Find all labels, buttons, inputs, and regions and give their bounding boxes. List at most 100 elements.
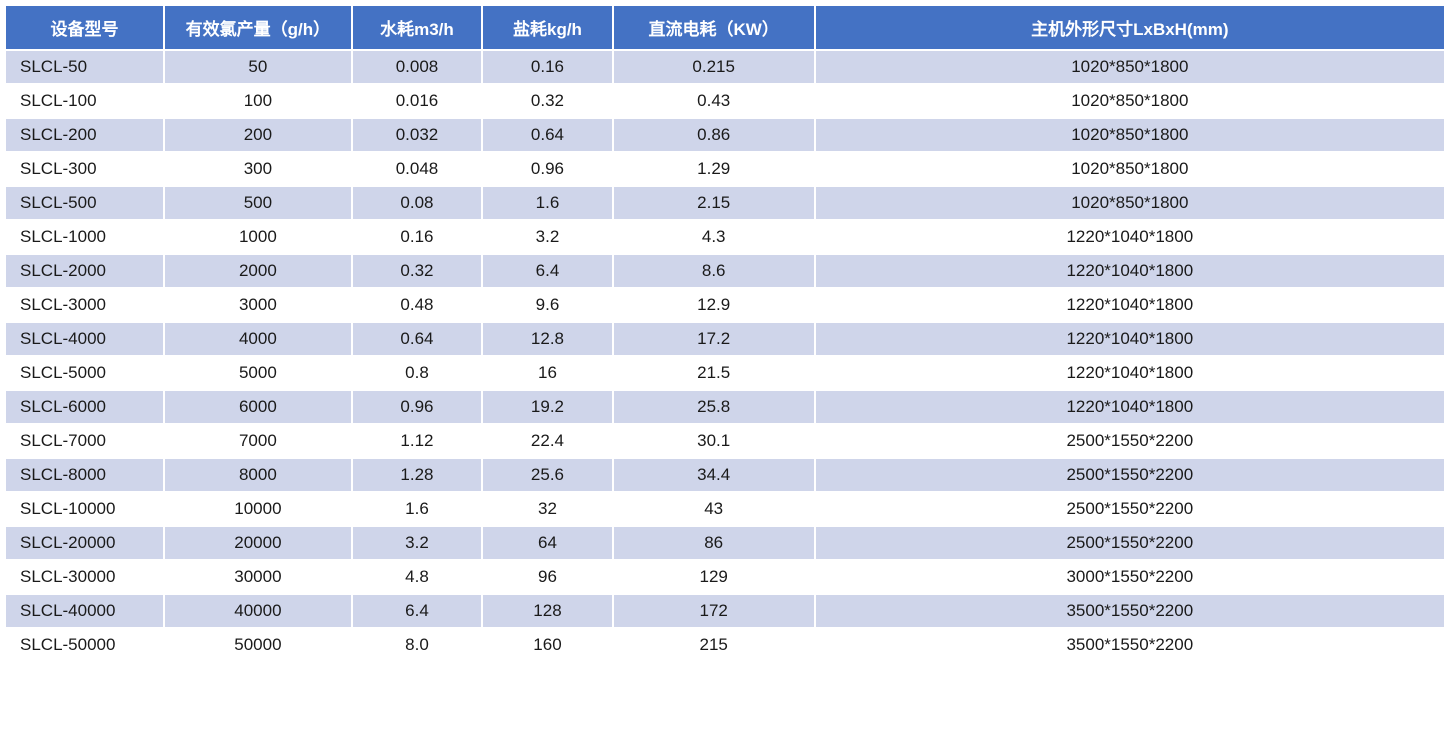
cell: 0.32 xyxy=(483,85,612,117)
cell: 10000 xyxy=(165,493,351,525)
col-header-0: 设备型号 xyxy=(6,6,163,49)
cell: 8.0 xyxy=(353,629,482,661)
cell: SLCL-8000 xyxy=(6,459,163,491)
cell: SLCL-1000 xyxy=(6,221,163,253)
table-body: SLCL-50500.0080.160.2151020*850*1800SLCL… xyxy=(6,51,1444,661)
cell: 1.28 xyxy=(353,459,482,491)
cell: 21.5 xyxy=(614,357,814,389)
col-header-3: 盐耗kg/h xyxy=(483,6,612,49)
cell: 3500*1550*2200 xyxy=(816,629,1444,661)
cell: SLCL-20000 xyxy=(6,527,163,559)
table-row: SLCL-50000500008.01602153500*1550*2200 xyxy=(6,629,1444,661)
table-row: SLCL-2002000.0320.640.861020*850*1800 xyxy=(6,119,1444,151)
cell: SLCL-10000 xyxy=(6,493,163,525)
cell: SLCL-3000 xyxy=(6,289,163,321)
cell: SLCL-6000 xyxy=(6,391,163,423)
cell: SLCL-30000 xyxy=(6,561,163,593)
cell: 1.29 xyxy=(614,153,814,185)
cell: 0.008 xyxy=(353,51,482,83)
cell: 50000 xyxy=(165,629,351,661)
cell: 30.1 xyxy=(614,425,814,457)
cell: 0.64 xyxy=(483,119,612,151)
cell: 3000*1550*2200 xyxy=(816,561,1444,593)
cell: SLCL-50 xyxy=(6,51,163,83)
cell: 3.2 xyxy=(353,527,482,559)
cell: 0.16 xyxy=(483,51,612,83)
cell: 4000 xyxy=(165,323,351,355)
table-row: SLCL-10000100001.632432500*1550*2200 xyxy=(6,493,1444,525)
cell: 4.3 xyxy=(614,221,814,253)
cell: 22.4 xyxy=(483,425,612,457)
cell: 129 xyxy=(614,561,814,593)
cell: SLCL-7000 xyxy=(6,425,163,457)
cell: 9.6 xyxy=(483,289,612,321)
cell: 0.032 xyxy=(353,119,482,151)
table-row: SLCL-1001000.0160.320.431020*850*1800 xyxy=(6,85,1444,117)
cell: 64 xyxy=(483,527,612,559)
cell: SLCL-5000 xyxy=(6,357,163,389)
cell: 6.4 xyxy=(353,595,482,627)
cell: 20000 xyxy=(165,527,351,559)
cell: 500 xyxy=(165,187,351,219)
table-row: SLCL-700070001.1222.430.12500*1550*2200 xyxy=(6,425,1444,457)
cell: 5000 xyxy=(165,357,351,389)
cell: 30000 xyxy=(165,561,351,593)
cell: 3000 xyxy=(165,289,351,321)
cell: 2500*1550*2200 xyxy=(816,527,1444,559)
cell: 2500*1550*2200 xyxy=(816,493,1444,525)
cell: 50 xyxy=(165,51,351,83)
cell: SLCL-300 xyxy=(6,153,163,185)
table-row: SLCL-500050000.81621.51220*1040*1800 xyxy=(6,357,1444,389)
cell: 1220*1040*1800 xyxy=(816,391,1444,423)
cell: SLCL-100 xyxy=(6,85,163,117)
cell: 1020*850*1800 xyxy=(816,85,1444,117)
cell: 1220*1040*1800 xyxy=(816,323,1444,355)
cell: 19.2 xyxy=(483,391,612,423)
cell: 0.48 xyxy=(353,289,482,321)
cell: 1220*1040*1800 xyxy=(816,289,1444,321)
cell: 1.6 xyxy=(353,493,482,525)
cell: 4.8 xyxy=(353,561,482,593)
cell: 160 xyxy=(483,629,612,661)
table-row: SLCL-50500.0080.160.2151020*850*1800 xyxy=(6,51,1444,83)
cell: 0.43 xyxy=(614,85,814,117)
cell: 0.64 xyxy=(353,323,482,355)
cell: 2.15 xyxy=(614,187,814,219)
cell: 1220*1040*1800 xyxy=(816,357,1444,389)
cell: 200 xyxy=(165,119,351,151)
table-row: SLCL-100010000.163.24.31220*1040*1800 xyxy=(6,221,1444,253)
cell: 86 xyxy=(614,527,814,559)
cell: 128 xyxy=(483,595,612,627)
cell: 3500*1550*2200 xyxy=(816,595,1444,627)
cell: 0.86 xyxy=(614,119,814,151)
col-header-1: 有效氯产量（g/h） xyxy=(165,6,351,49)
cell: 8.6 xyxy=(614,255,814,287)
table-row: SLCL-400040000.6412.817.21220*1040*1800 xyxy=(6,323,1444,355)
cell: 215 xyxy=(614,629,814,661)
cell: 1220*1040*1800 xyxy=(816,221,1444,253)
cell: 8000 xyxy=(165,459,351,491)
cell: SLCL-40000 xyxy=(6,595,163,627)
cell: 17.2 xyxy=(614,323,814,355)
cell: 6000 xyxy=(165,391,351,423)
cell: SLCL-4000 xyxy=(6,323,163,355)
col-header-5: 主机外形尺寸LxBxH(mm) xyxy=(816,6,1444,49)
cell: 1020*850*1800 xyxy=(816,119,1444,151)
cell: 12.9 xyxy=(614,289,814,321)
cell: 0.32 xyxy=(353,255,482,287)
cell: SLCL-500 xyxy=(6,187,163,219)
cell: 1000 xyxy=(165,221,351,253)
table-row: SLCL-3003000.0480.961.291020*850*1800 xyxy=(6,153,1444,185)
cell: 16 xyxy=(483,357,612,389)
table-row: SLCL-40000400006.41281723500*1550*2200 xyxy=(6,595,1444,627)
cell: 40000 xyxy=(165,595,351,627)
cell: 1220*1040*1800 xyxy=(816,255,1444,287)
cell: 25.8 xyxy=(614,391,814,423)
cell: 1020*850*1800 xyxy=(816,51,1444,83)
col-header-2: 水耗m3/h xyxy=(353,6,482,49)
cell: 3.2 xyxy=(483,221,612,253)
cell: 1.6 xyxy=(483,187,612,219)
spec-table: 设备型号有效氯产量（g/h）水耗m3/h盐耗kg/h直流电耗（KW）主机外形尺寸… xyxy=(4,4,1446,663)
cell: 7000 xyxy=(165,425,351,457)
cell: SLCL-50000 xyxy=(6,629,163,661)
